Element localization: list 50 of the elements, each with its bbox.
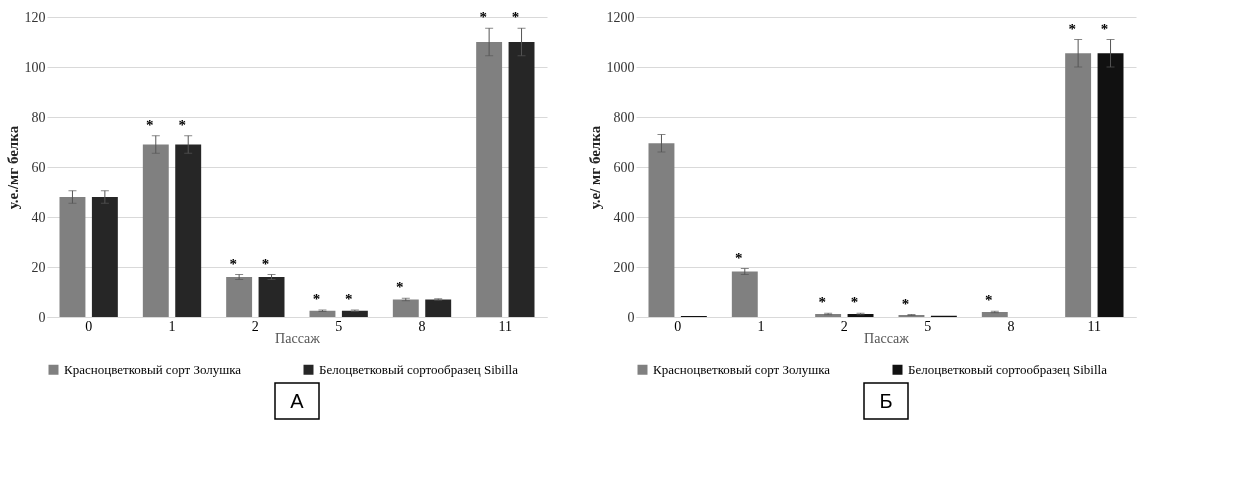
annotation: *	[261, 255, 270, 272]
annotation: *	[1068, 20, 1076, 37]
x-tick-label: 2	[251, 318, 259, 334]
legend-label: Красноцветковый сорт Золушка	[653, 361, 831, 377]
legend-label: Красноцветковый сорт Золушка	[64, 361, 242, 377]
x-tick-label: 2	[840, 318, 848, 334]
annotation: *	[178, 116, 186, 133]
legend-label: Белоцветковый сортообразец Sibilla	[908, 361, 1108, 377]
annotation: *	[146, 116, 154, 133]
x-axis-title: Пассаж	[275, 330, 321, 346]
y-tick-label: 1000	[606, 59, 635, 75]
x-tick-label: 11	[498, 318, 513, 334]
x-tick-label: 0	[674, 318, 682, 334]
y-tick-label: 100	[24, 59, 46, 75]
y-tick-label: 20	[31, 259, 46, 275]
annotation: *	[345, 291, 353, 307]
y-axis-title: у.е./мг белка	[4, 125, 21, 210]
x-tick-label: 5	[924, 318, 932, 334]
annotation: *	[229, 255, 237, 272]
annotation: *	[818, 294, 826, 311]
y-tick-label: 80	[31, 109, 46, 125]
legend-label: Белоцветковый сортообразец Sibilla	[319, 361, 519, 377]
annotation: *	[479, 9, 487, 26]
x-tick-label: 11	[1087, 318, 1102, 334]
y-tick-label: 400	[613, 209, 635, 225]
y-tick-label: 120	[24, 9, 46, 25]
x-tick-label: 0	[85, 318, 93, 334]
annotation: *	[985, 292, 993, 309]
y-tick-label: 800	[613, 109, 635, 125]
y-axis-title: у.е/ мг белка	[586, 125, 603, 210]
annotation: *	[901, 295, 910, 312]
y-tick-label: 60	[31, 159, 46, 175]
x-axis-title: Пассаж	[864, 330, 910, 346]
x-tick-label: 1	[757, 318, 765, 334]
y-tick-label: 600	[613, 159, 635, 175]
text: Б	[879, 390, 893, 412]
y-tick-label: 200	[613, 259, 635, 275]
x-tick-label: 8	[418, 318, 426, 334]
annotation: *	[511, 9, 520, 26]
annotation: *	[735, 249, 743, 266]
x-tick-label: 1	[168, 318, 176, 334]
x-tick-label: 5	[335, 318, 343, 334]
annotation: *	[312, 291, 321, 307]
annotation: *	[1100, 20, 1109, 37]
annotation: *	[396, 279, 404, 296]
annotation: *	[850, 294, 859, 311]
y-tick-label: 40	[31, 209, 46, 225]
x-tick-label: 8	[1007, 318, 1015, 334]
text: А	[290, 390, 305, 412]
y-tick-label: 1200	[606, 9, 635, 25]
